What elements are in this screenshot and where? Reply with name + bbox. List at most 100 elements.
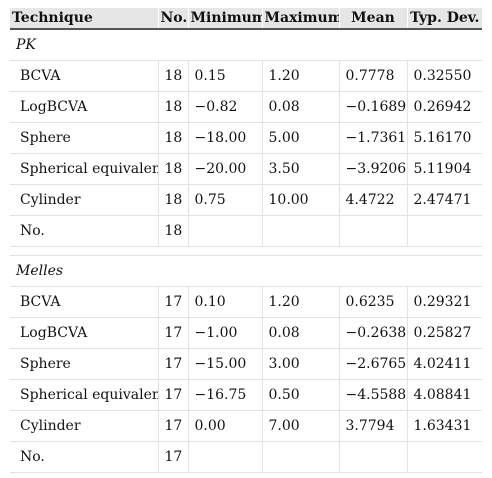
header-std-dev: Typ. Dev. <box>406 8 482 30</box>
cell-count: 18 <box>157 184 188 216</box>
cell-count: 17 <box>157 441 188 473</box>
cell-maximum: 0.08 <box>261 317 339 349</box>
cell-std-dev: 5.11904 <box>406 153 482 185</box>
cell-minimum <box>187 215 262 247</box>
table-row: No. 18 <box>10 215 482 247</box>
cell-count: 17 <box>157 379 188 411</box>
cell-maximum: 7.00 <box>261 410 339 442</box>
group-label: Melles <box>10 255 482 287</box>
cell-mean: −0.1689 <box>338 91 407 123</box>
cell-count: 17 <box>157 286 188 318</box>
cell-maximum: 3.00 <box>261 348 339 380</box>
cell-std-dev: 5.16170 <box>406 122 482 154</box>
cell-mean: −0.2638 <box>338 317 407 349</box>
cell-std-dev: 0.29321 <box>406 286 482 318</box>
spacer-cell <box>10 246 482 256</box>
cell-maximum: 5.00 <box>261 122 339 154</box>
table-row: LogBCVA 17 −1.00 0.08 −0.2638 0.25827 <box>10 317 482 349</box>
group-label: PK <box>10 29 482 61</box>
cell-count: 18 <box>157 60 188 92</box>
cell-minimum: 0.00 <box>187 410 262 442</box>
cell-technique: Cylinder <box>10 184 158 216</box>
cell-maximum <box>261 441 339 473</box>
group-row: Melles <box>10 255 482 287</box>
header-mean: Mean <box>338 8 407 30</box>
cell-minimum: −20.00 <box>187 153 262 185</box>
cell-minimum <box>187 441 262 473</box>
statistics-table: Technique No. Minimum Maximum Mean Typ. … <box>10 8 482 473</box>
cell-technique: BCVA <box>10 286 158 318</box>
header-count: No. <box>157 8 188 30</box>
cell-maximum: 1.20 <box>261 60 339 92</box>
cell-count: 18 <box>157 122 188 154</box>
cell-count: 18 <box>157 91 188 123</box>
group-spacer <box>10 246 482 256</box>
cell-count: 17 <box>157 317 188 349</box>
table-row: Spherical equivalent 18 −20.00 3.50 −3.9206 5… <box>10 153 482 185</box>
cell-std-dev: 0.25827 <box>406 317 482 349</box>
cell-mean: 4.4722 <box>338 184 407 216</box>
cell-maximum: 3.50 <box>261 153 339 185</box>
table-row: LogBCVA 18 −0.82 0.08 −0.1689 0.26942 <box>10 91 482 123</box>
table-header: Technique No. Minimum Maximum Mean Typ. … <box>10 8 482 30</box>
cell-maximum <box>261 215 339 247</box>
cell-technique: LogBCVA <box>10 317 158 349</box>
cell-technique: LogBCVA <box>10 91 158 123</box>
cell-std-dev: 2.47471 <box>406 184 482 216</box>
cell-maximum: 0.50 <box>261 379 339 411</box>
cell-std-dev <box>406 215 482 247</box>
cell-technique: BCVA <box>10 60 158 92</box>
header-row: Technique No. Minimum Maximum Mean Typ. … <box>10 8 482 30</box>
cell-maximum: 0.08 <box>261 91 339 123</box>
cell-mean: 3.7794 <box>338 410 407 442</box>
table-row: BCVA 18 0.15 1.20 0.7778 0.32550 <box>10 60 482 92</box>
table-row: BCVA 17 0.10 1.20 0.6235 0.29321 <box>10 286 482 318</box>
cell-maximum: 1.20 <box>261 286 339 318</box>
cell-technique: Spherical equivalent <box>10 153 158 185</box>
cell-mean <box>338 215 407 247</box>
table-row: Cylinder 18 0.75 10.00 4.4722 2.47471 <box>10 184 482 216</box>
cell-std-dev: 0.32550 <box>406 60 482 92</box>
cell-technique: No. <box>10 215 158 247</box>
cell-technique: Spherical equivalent <box>10 379 158 411</box>
cell-minimum: −0.82 <box>187 91 262 123</box>
cell-minimum: −18.00 <box>187 122 262 154</box>
cell-mean: 0.7778 <box>338 60 407 92</box>
cell-minimum: −1.00 <box>187 317 262 349</box>
cell-count: 18 <box>157 153 188 185</box>
cell-count: 17 <box>157 348 188 380</box>
cell-minimum: 0.75 <box>187 184 262 216</box>
cell-technique: Sphere <box>10 122 158 154</box>
cell-std-dev: 4.08841 <box>406 379 482 411</box>
table-row: No. 17 <box>10 441 482 473</box>
table-row: Spherical equivalent 17 −16.75 0.50 −4.5588 4… <box>10 379 482 411</box>
header-minimum: Minimum <box>187 8 262 30</box>
cell-technique: Sphere <box>10 348 158 380</box>
table-row: Sphere 18 −18.00 5.00 −1.7361 5.16170 <box>10 122 482 154</box>
cell-mean: −4.5588 <box>338 379 407 411</box>
table-row: Sphere 17 −15.00 3.00 −2.6765 4.02411 <box>10 348 482 380</box>
cell-minimum: −15.00 <box>187 348 262 380</box>
cell-std-dev <box>406 441 482 473</box>
cell-std-dev: 0.26942 <box>406 91 482 123</box>
cell-technique: Cylinder <box>10 410 158 442</box>
cell-mean: −3.9206 <box>338 153 407 185</box>
cell-minimum: 0.15 <box>187 60 262 92</box>
cell-std-dev: 1.63431 <box>406 410 482 442</box>
cell-count: 17 <box>157 410 188 442</box>
cell-technique: No. <box>10 441 158 473</box>
cell-mean <box>338 441 407 473</box>
table-body: PK BCVA 18 0.15 1.20 0.7778 0.32550 LogBCVA 18 −0… <box>10 29 482 473</box>
cell-maximum: 10.00 <box>261 184 339 216</box>
header-maximum: Maximum <box>261 8 339 30</box>
cell-minimum: 0.10 <box>187 286 262 318</box>
cell-mean: −1.7361 <box>338 122 407 154</box>
group-row: PK <box>10 29 482 61</box>
cell-std-dev: 4.02411 <box>406 348 482 380</box>
cell-mean: 0.6235 <box>338 286 407 318</box>
cell-mean: −2.6765 <box>338 348 407 380</box>
cell-count: 18 <box>157 215 188 247</box>
cell-minimum: −16.75 <box>187 379 262 411</box>
header-technique: Technique <box>10 8 158 30</box>
